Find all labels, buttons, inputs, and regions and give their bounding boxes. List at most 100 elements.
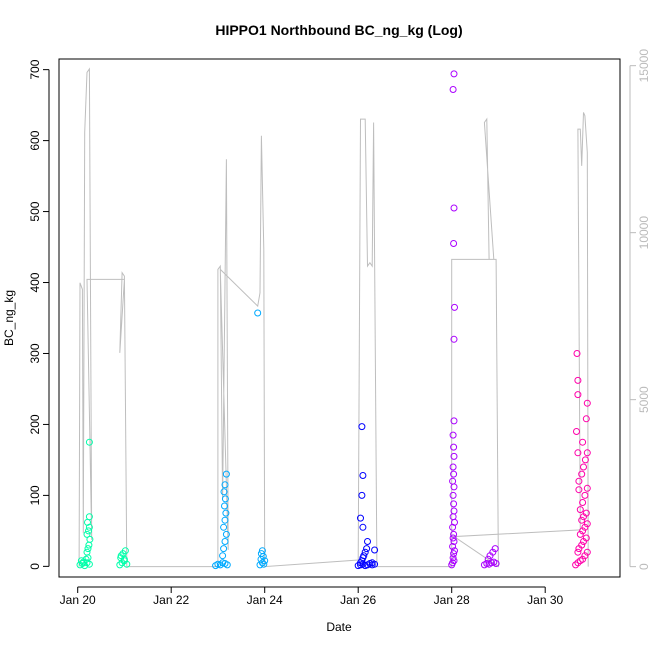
data-point [573,428,580,435]
data-point [359,523,367,531]
data-point [573,350,581,357]
data-point [450,530,458,538]
data-point [449,463,457,471]
data-point [491,545,499,553]
data-point [579,527,587,535]
data-point [449,477,457,485]
data-point [450,443,458,451]
data-point [258,559,266,567]
data-point [583,520,591,528]
series-4 [448,70,500,569]
y-tick-label: 500 [28,201,42,221]
data-point [364,538,371,545]
data-point [82,555,90,563]
data-point [450,507,458,515]
data-point [484,555,492,563]
y-tick-label: 300 [28,343,42,363]
data-point [582,534,590,542]
data-point [574,548,582,556]
data-point [449,431,457,439]
data-point [83,530,91,538]
data-point [449,491,457,499]
data-point [451,547,458,555]
series-1 [76,438,131,570]
data-point [579,555,587,563]
data-point [576,506,584,514]
chart-title: HIPPO1 Northbound BC_ng_kg (Log) [215,22,462,38]
data-point [581,552,589,560]
data-point [578,470,586,478]
data-point [77,557,85,565]
data-point [359,472,367,479]
data-point [581,491,589,499]
data-point [450,70,458,78]
data-point [118,559,126,567]
data-point [222,530,230,538]
axes: 0 100 200 300 400 500 600 700 0 5000 10000 15000 Jan… [28,49,650,607]
data-point [368,559,376,567]
y-tick-label: 200 [28,414,42,434]
data-point [85,513,93,521]
data-point [450,452,458,460]
data-point [579,438,587,446]
data-point [576,530,584,538]
x-tick-label: Jan 24 [247,593,283,607]
data-point [371,546,379,554]
data-point [116,561,124,569]
data-point [120,555,128,563]
y-tick-label: 600 [28,130,42,150]
data-point [84,545,92,553]
data-point [85,527,92,535]
series-5 [572,350,591,569]
data-point [582,509,590,517]
data-point [219,552,227,560]
data-point [216,561,224,569]
data-point [574,391,582,399]
y-tick-label: 400 [28,272,42,292]
data-point [579,499,587,506]
data-point [450,470,458,478]
data-point [86,535,94,543]
data-point [450,335,458,343]
data-point [358,423,366,431]
data-point [581,523,589,531]
data-point [221,516,229,524]
data-point [450,240,458,247]
data-point [581,456,589,464]
data-point [449,86,457,93]
data-point [575,486,583,494]
data-point [492,560,500,567]
data-points [76,70,591,570]
y-tick-label: 700 [28,59,42,79]
data-point [578,516,586,524]
data-point [572,561,580,569]
data-point [361,548,369,556]
x-tick-label: Jan 20 [60,593,96,607]
data-point [220,488,228,496]
y2-tick-label: 10000 [637,216,650,250]
data-point [85,560,93,568]
y2-tick-label: 0 [637,563,650,570]
data-point [357,514,364,522]
data-point [583,399,591,407]
data-point [222,509,230,517]
x-tick-label: Jan 22 [153,593,189,607]
plot-frame [58,58,621,578]
data-point [223,561,231,569]
data-point [583,548,591,556]
y2-tick-label: 15000 [637,49,650,83]
data-point [450,204,458,212]
data-point [221,495,229,503]
data-point [254,309,262,317]
data-point [221,502,228,510]
data-point [450,538,458,545]
data-point [574,449,582,457]
data-point [121,547,129,555]
y2-tick-label: 5000 [637,386,650,413]
data-point [258,547,266,555]
data-point [449,534,457,542]
data-point [221,481,229,489]
data-point [450,500,458,508]
data-point [582,415,590,423]
